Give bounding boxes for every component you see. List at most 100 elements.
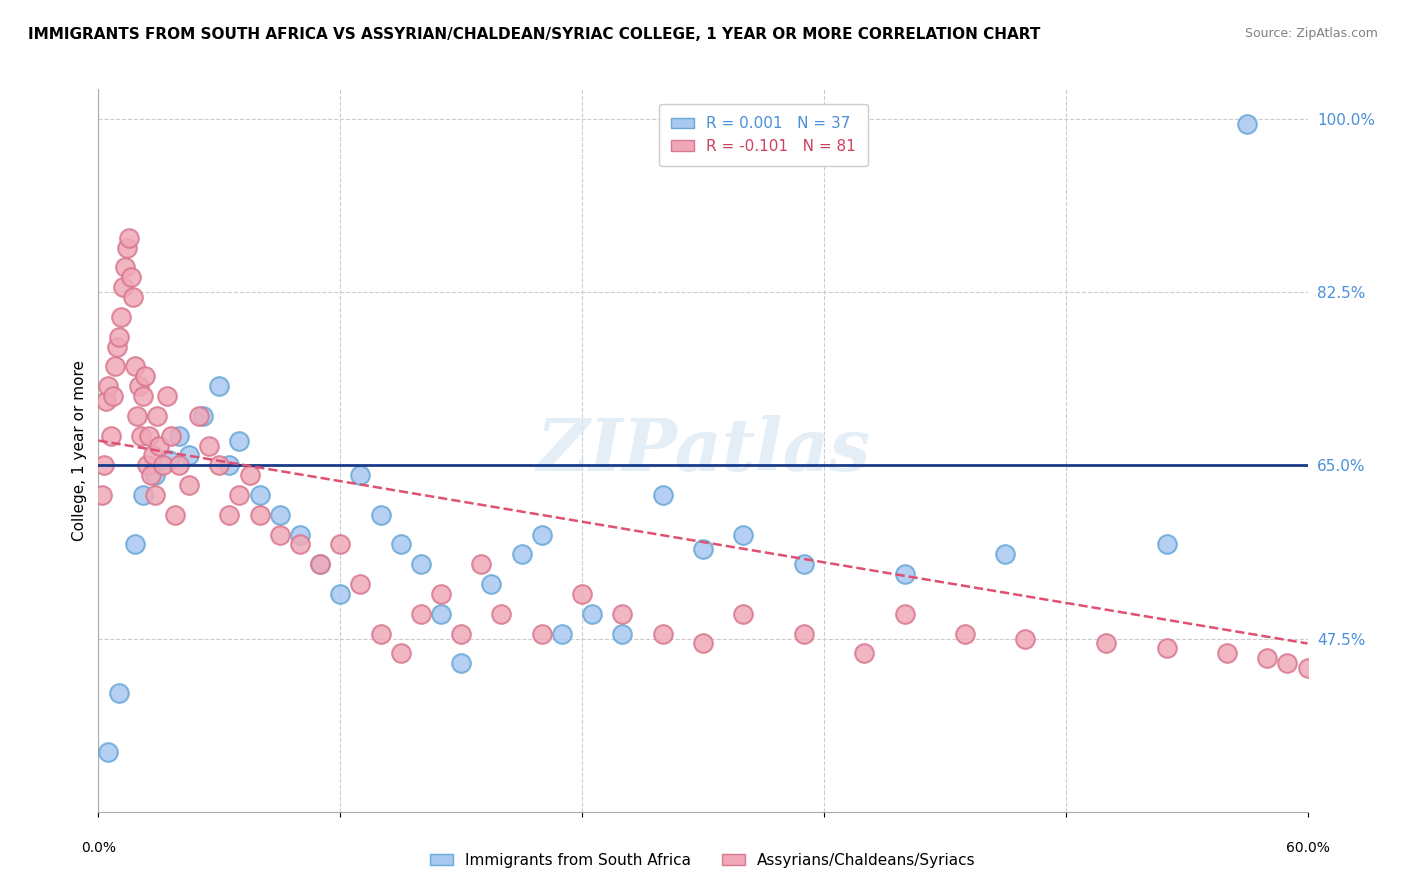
Point [239,468,262,483]
Point [167,458,190,473]
Point [1216,646,1239,660]
Point [121,290,143,304]
Point [1156,641,1178,656]
Point [120,270,142,285]
Point [450,626,472,640]
Point [269,508,291,522]
Point [163,508,186,522]
Point [793,558,815,572]
Point [218,508,240,522]
Point [309,558,332,572]
Point [132,389,155,403]
Point [115,241,138,255]
Point [349,577,371,591]
Text: Source: ZipAtlas.com: Source: ZipAtlas.com [1244,27,1378,40]
Point [107,329,129,343]
Point [1156,537,1178,551]
Point [1236,117,1258,131]
Point [93,458,115,473]
Point [409,607,432,621]
Point [692,542,714,557]
Legend: Immigrants from South Africa, Assyrians/Chaldeans/Syriacs: Immigrants from South Africa, Assyrians/… [423,845,983,875]
Point [143,488,166,502]
Point [551,626,574,640]
Point [179,478,201,492]
Point [179,449,201,463]
Point [96,394,118,409]
Point [97,745,120,759]
Point [1014,632,1036,646]
Point [110,310,132,324]
Point [470,558,492,572]
Point [142,449,165,463]
Y-axis label: College, 1 year or more: College, 1 year or more [72,360,87,541]
Text: 0.0%: 0.0% [82,840,115,855]
Point [152,458,174,473]
Point [1376,681,1399,695]
Point [111,280,134,294]
Point [893,607,915,621]
Text: IMMIGRANTS FROM SOUTH AFRICA VS ASSYRIAN/CHALDEAN/SYRIAC COLLEGE, 1 YEAR OR MORE: IMMIGRANTS FROM SOUTH AFRICA VS ASSYRIAN… [28,27,1040,42]
Point [218,458,240,473]
Point [370,626,392,640]
Point [530,527,553,541]
Point [530,626,553,640]
Point [953,626,976,640]
Point [125,409,148,423]
Point [389,537,412,551]
Point [100,428,122,442]
Point [1398,686,1406,700]
Point [612,607,634,621]
Point [1095,636,1118,650]
Point [249,488,271,502]
Point [1357,676,1379,690]
Point [114,260,136,275]
Point [134,369,156,384]
Point [571,587,593,601]
Point [208,458,231,473]
Point [612,626,634,640]
Legend: R = 0.001   N = 37, R = -0.101   N = 81: R = 0.001 N = 37, R = -0.101 N = 81 [659,104,868,166]
Point [651,488,673,502]
Point [198,438,221,452]
Point [1277,657,1299,671]
Point [143,468,166,483]
Point [167,428,190,442]
Point [409,558,432,572]
Point [430,587,453,601]
Point [129,428,152,442]
Point [692,636,714,650]
Point [208,379,231,393]
Point [160,428,183,442]
Point [349,468,371,483]
Point [228,488,250,502]
Point [193,409,215,423]
Point [146,409,169,423]
Point [249,508,271,522]
Point [139,468,162,483]
Point [309,558,332,572]
Point [510,548,533,562]
Point [450,657,472,671]
Point [651,626,673,640]
Point [132,488,155,502]
Point [228,434,250,448]
Text: 60.0%: 60.0% [1285,840,1330,855]
Point [491,607,513,621]
Point [288,527,311,541]
Point [107,686,129,700]
Point [329,587,352,601]
Point [118,230,141,244]
Point [156,389,179,403]
Point [97,379,120,393]
Point [148,438,170,452]
Point [101,389,124,403]
Point [157,453,180,467]
Point [329,537,352,551]
Point [105,339,128,353]
Point [138,428,160,442]
Point [128,379,150,393]
Point [124,537,146,551]
Point [733,527,755,541]
Point [1296,661,1319,675]
